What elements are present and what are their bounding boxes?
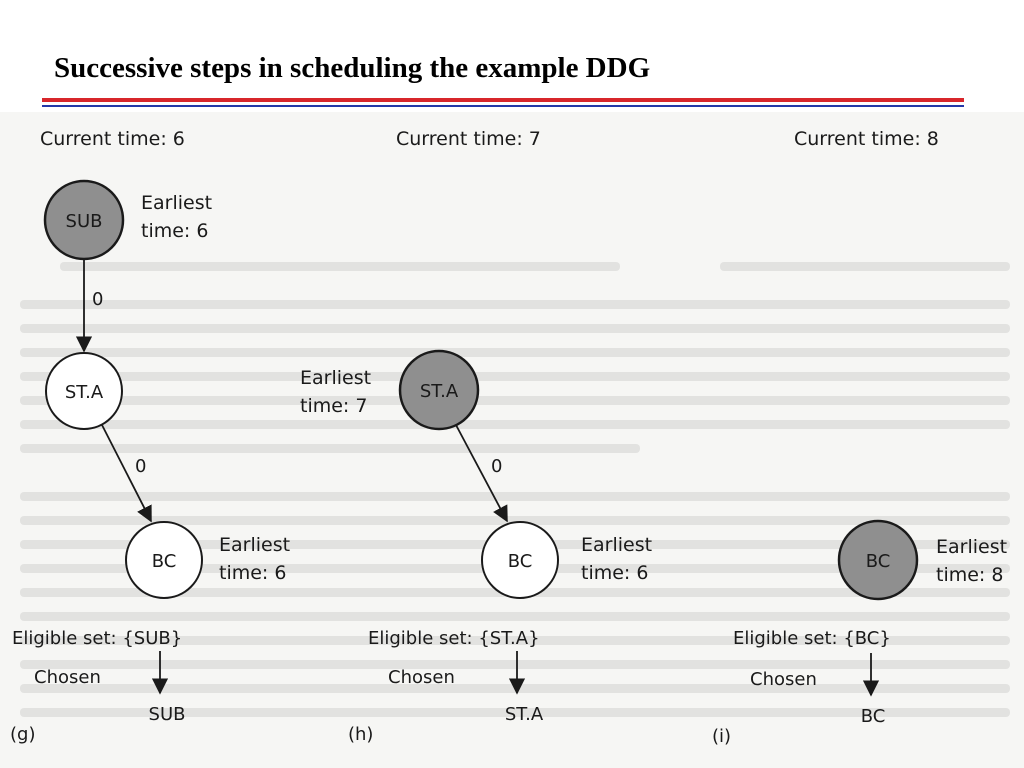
panel-i: Current time: 8 BC Earliest time: 8 Elig… (712, 128, 1007, 747)
panel-i-bc-earliest-line1: Earliest (936, 536, 1007, 558)
ghost-text-line (20, 348, 1010, 357)
ghost-text-line (20, 300, 1010, 309)
node-circle (837, 519, 919, 601)
ghost-text-line (20, 636, 1010, 645)
panel-h-bc-earliest-line1: Earliest (581, 534, 652, 556)
ghost-text-line (720, 262, 1010, 271)
ghost-text-line (20, 660, 1010, 669)
panel-i-eligible-set: Eligible set: {BC} (733, 628, 891, 649)
panel-h: Current time: 7 Earliest time: 7 ST.A 0 … (300, 128, 652, 745)
panel-g-eligible-set: Eligible set: {SUB} (12, 628, 182, 649)
panel-g-chosen-label: Chosen (34, 667, 101, 688)
panel-h-node-sta: ST.A (398, 349, 480, 431)
panel-g-sub-earliest-line2: time: 6 (141, 220, 208, 242)
node-circle (43, 179, 125, 261)
panel-h-node-bc: BC (481, 521, 559, 599)
panel-g: Current time: 6 SUB Earliest time: 6 0 S… (10, 128, 290, 745)
node-circle (45, 352, 123, 430)
node-label: BC (152, 551, 177, 572)
panel-g-current-time: Current time: 6 (40, 128, 185, 150)
panel-i-current-time: Current time: 8 (794, 128, 939, 150)
node-circle (481, 521, 559, 599)
node-label: BC (508, 551, 533, 572)
panel-h-chosen-label: Chosen (388, 667, 455, 688)
ghost-text-line (60, 262, 620, 271)
ghost-text-line (20, 516, 1010, 525)
ghost-text-line (20, 492, 1010, 501)
panel-g-edge-sta-bc-latency: 0 (135, 456, 146, 477)
node-circle (398, 349, 480, 431)
ghost-text-line (20, 420, 1010, 429)
node-circle (125, 521, 203, 599)
panel-g-edge-sta-bc (101, 424, 152, 523)
node-label: ST.A (420, 381, 459, 402)
panel-h-bc-earliest-line2: time: 6 (581, 562, 648, 584)
ghost-text-line (20, 612, 1010, 621)
ghost-text-line (20, 372, 1010, 381)
panel-i-bc-earliest-line2: time: 8 (936, 564, 1003, 586)
panel-g-node-sta: ST.A (45, 352, 123, 430)
panel-i-node-bc: BC (837, 519, 919, 601)
panel-g-sub-earliest-line1: Earliest (141, 192, 212, 214)
panel-g-edge-sub-sta-latency: 0 (92, 289, 103, 310)
panel-g-chosen-value: SUB (149, 704, 186, 725)
ghost-text-line (20, 396, 1010, 405)
panel-h-chosen-value: ST.A (505, 704, 544, 725)
panel-g-node-bc: BC (125, 521, 203, 599)
panel-i-chosen-label: Chosen (750, 669, 817, 690)
panel-h-edge-sta-bc-latency: 0 (491, 456, 502, 477)
title-rule-red (42, 98, 964, 102)
title-rule-blue (42, 105, 964, 107)
ghost-text-line (20, 324, 1010, 333)
node-label: BC (866, 551, 891, 572)
panel-h-eligible-set: Eligible set: {ST.A} (368, 628, 540, 649)
panel-g-bc-earliest-line2: time: 6 (219, 562, 286, 584)
panel-i-label: (i) (712, 726, 731, 747)
panel-h-edge-sta-bc (455, 424, 508, 523)
panel-i-chosen-value: BC (861, 706, 886, 727)
panel-g-bc-earliest-line1: Earliest (219, 534, 290, 556)
panel-g-node-sub: SUB (43, 179, 125, 261)
panel-g-label: (g) (10, 724, 35, 745)
node-label: SUB (66, 211, 103, 232)
panel-h-current-time: Current time: 7 (396, 128, 541, 150)
panel-h-label: (h) (348, 724, 373, 745)
node-label: ST.A (65, 382, 104, 403)
slide-title: Successive steps in scheduling the examp… (54, 52, 651, 84)
ghost-text-line (20, 708, 1010, 717)
panel-h-sta-earliest-line2: time: 7 (300, 395, 367, 417)
panel-h-sta-earliest-line1: Earliest (300, 367, 371, 389)
ghost-text-line (20, 444, 640, 453)
